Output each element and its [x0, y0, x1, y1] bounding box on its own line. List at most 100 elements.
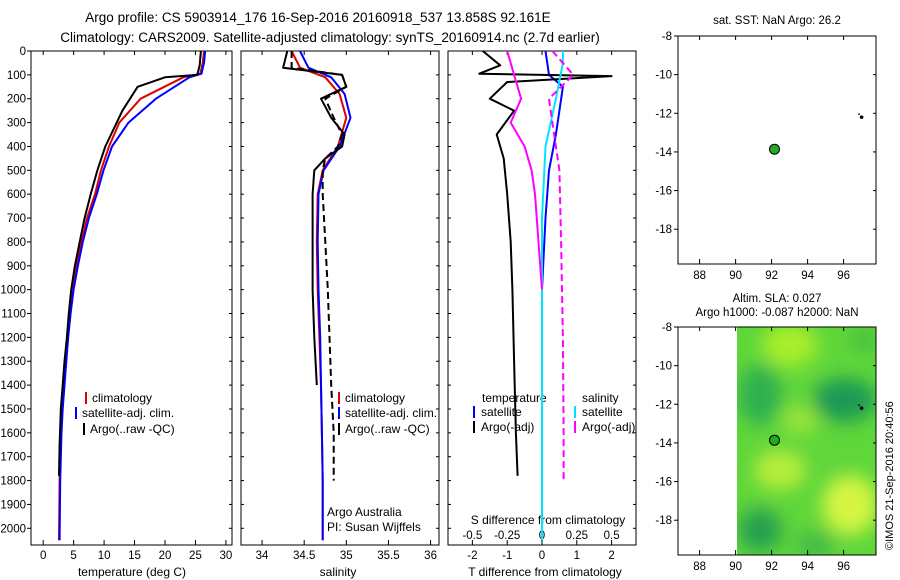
x-tick-label: -2 — [467, 550, 477, 562]
temperature-legend: climatology satellite-adj. clim. Argo(..… — [75, 391, 175, 436]
sla-map-title-line-1: Altim. SLA: 0.027 — [733, 293, 822, 305]
x-tick-label: 35.5 — [377, 550, 399, 562]
x-tick-label: 0 — [539, 550, 545, 562]
legend-label-t-satellite: satellite — [481, 405, 522, 419]
depth-tick-label: 600 — [7, 189, 26, 201]
map-y-tick-label: -18 — [655, 224, 672, 236]
x-tick-label: 20 — [159, 550, 172, 562]
legend-label-s-argo: Argo(-adj) — [582, 420, 635, 434]
map-x-tick-label: 92 — [765, 561, 778, 573]
map-x-tick-label: 94 — [801, 561, 814, 573]
map-x-tick-label: 96 — [837, 561, 850, 573]
axis-ticks: 0100200300400500600700800900100011001200… — [0, 31, 876, 573]
map-x-tick-label: 96 — [837, 270, 850, 282]
x-tick-label: 34.5 — [293, 550, 315, 562]
series-line-satellite-adj-clim- — [299, 50, 352, 541]
series-line-climatology — [58, 50, 205, 541]
sla-map-frame — [677, 326, 877, 556]
map-x-tick-label: 90 — [729, 270, 742, 282]
depth-tick-label: 1700 — [0, 452, 26, 464]
x-tick-label: 25 — [189, 550, 202, 562]
float-track-marker — [859, 406, 864, 410]
sst-map-frame — [677, 35, 877, 265]
map-y-tick-label: -14 — [655, 147, 672, 159]
map-y-tick-label: -8 — [662, 322, 672, 334]
depth-tick-label: 1900 — [0, 499, 26, 511]
float-track-marker — [858, 404, 860, 407]
map-y-tick-label: -8 — [662, 31, 672, 43]
map-y-tick-label: -18 — [655, 515, 672, 527]
argo-position-marker — [768, 434, 780, 446]
difference-x2label: S difference from climatology — [471, 513, 626, 527]
sla-heatmap — [737, 327, 876, 555]
legend-label-t-argo: Argo(-adj) — [481, 420, 534, 434]
map-points — [768, 113, 864, 446]
sla-map-title-line-2: Argo h1000: -0.087 h2000: NaN — [695, 307, 858, 319]
x-tick-label: -1 — [502, 550, 512, 562]
x-tick-label: 10 — [98, 550, 111, 562]
legend-title-salinity: salinity — [582, 391, 619, 405]
x2-tick-label: -0.25 — [494, 530, 520, 542]
series-line-satellite-adj-clim- — [58, 50, 207, 541]
x-tick-label: 1 — [574, 550, 580, 562]
series-line-salinity-argo-adj- — [548, 50, 575, 481]
depth-tick-label: 700 — [7, 213, 26, 225]
depth-tick-label: 1300 — [0, 356, 26, 368]
x-tick-label: 36 — [424, 550, 437, 562]
series-line-salinity-satellite — [541, 51, 564, 541]
title-line-2: Climatology: CARS2009. Satellite-adjuste… — [60, 30, 600, 45]
x-tick-label: 2 — [608, 550, 614, 562]
depth-tick-label: 800 — [7, 237, 26, 249]
x-tick-label: 0 — [40, 550, 46, 562]
legend-label-climatology: climatology — [92, 391, 152, 405]
depth-tick-label: 400 — [7, 141, 26, 153]
map-y-tick-label: -16 — [655, 186, 672, 198]
x2-tick-label: -0.5 — [462, 530, 482, 542]
depth-tick-label: 2000 — [0, 523, 26, 535]
map-y-tick-label: -14 — [655, 438, 672, 450]
x-tick-label: 35 — [340, 550, 353, 562]
temperature-xlabel: temperature (deg C) — [78, 565, 186, 579]
legend-label-s-satellite: satellite — [582, 405, 623, 419]
credit-line-2: PI: Susan Wijffels — [327, 520, 421, 534]
depth-tick-label: 1400 — [0, 380, 26, 392]
legend-label-argo: Argo(..raw -QC) — [345, 422, 430, 436]
sst-map-title: sat. SST: NaN Argo: 26.2 — [713, 15, 841, 27]
depth-tick-label: 1600 — [0, 428, 26, 440]
depth-tick-label: 300 — [7, 118, 26, 130]
series-line-salinity-argo-adj-raw — [506, 50, 543, 290]
map-y-tick-label: -10 — [655, 70, 672, 82]
series-line-argo-raw-qc-adjusted — [290, 51, 348, 481]
argo-position-marker — [768, 143, 780, 155]
map-x-tick-label: 88 — [693, 270, 706, 282]
salinity-legend: climatology satellite-adj. clim. Argo(..… — [338, 391, 437, 436]
x-tick-label: 15 — [128, 550, 141, 562]
difference-xlabel: T difference from climatology — [468, 565, 622, 579]
data-series — [58, 50, 613, 541]
depth-tick-label: 1200 — [0, 332, 26, 344]
x-tick-label: 30 — [220, 550, 233, 562]
x-tick-label: 5 — [70, 550, 76, 562]
map-x-tick-label: 90 — [729, 561, 742, 573]
map-y-tick-label: -12 — [655, 399, 672, 411]
map-x-tick-label: 94 — [801, 270, 814, 282]
legend-label-satellite: satellite-adj. clim. — [82, 406, 174, 420]
difference-legend: temperature satellite Argo(-adj) salinit… — [473, 391, 635, 434]
title-line-1: Argo profile: CS 5903914_176 16-Sep-2016… — [85, 10, 550, 25]
series-line-argo-raw-qc- — [58, 50, 202, 476]
legend-label-argo: Argo(..raw -QC) — [90, 422, 175, 436]
map-y-tick-label: -12 — [655, 108, 672, 120]
legend-label-satellite: satellite-adj. clim. — [345, 406, 437, 420]
map-y-tick-label: -16 — [655, 477, 672, 489]
salinity-xlabel: salinity — [320, 565, 357, 579]
x2-tick-label: 0.25 — [566, 530, 588, 542]
depth-tick-label: 1500 — [0, 404, 26, 416]
x2-tick-label: 0.5 — [604, 530, 620, 542]
series-line-temperature-argo-adj- — [478, 50, 613, 476]
float-track-marker — [858, 113, 860, 116]
map-x-tick-label: 92 — [765, 270, 778, 282]
depth-tick-label: 100 — [7, 70, 26, 82]
depth-tick-label: 500 — [7, 165, 26, 177]
depth-tick-label: 1100 — [1, 309, 26, 321]
